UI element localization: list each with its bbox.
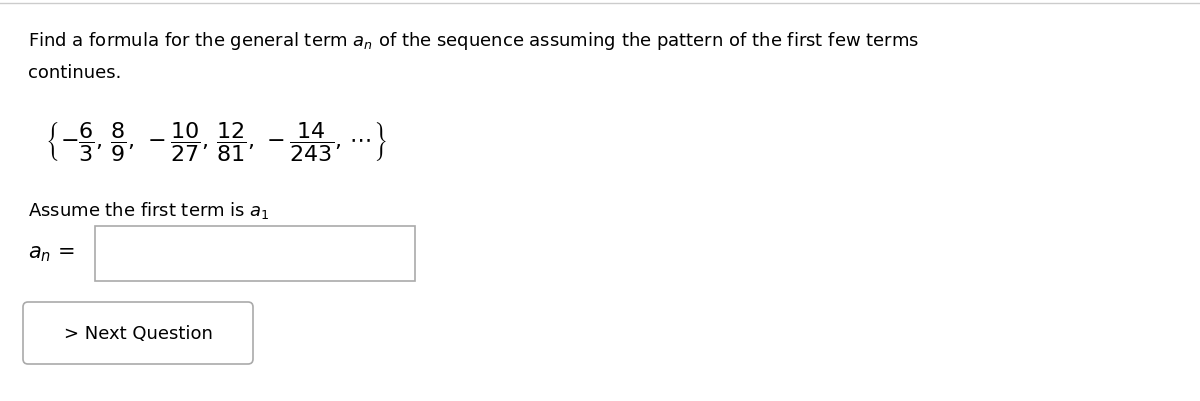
Text: $\left\{ -\dfrac{6}{3},\, \dfrac{8}{9},\, -\dfrac{10}{27},\, \dfrac{12}{81},\, -: $\left\{ -\dfrac{6}{3},\, \dfrac{8}{9},\… xyxy=(46,120,386,162)
Text: Assume the first term is $a_1$: Assume the first term is $a_1$ xyxy=(28,200,270,221)
Text: > Next Question: > Next Question xyxy=(64,324,212,342)
Text: Find a formula for the general term $a_n$ of the sequence assuming the pattern o: Find a formula for the general term $a_n… xyxy=(28,30,919,52)
Text: $a_n$ =: $a_n$ = xyxy=(28,243,74,263)
FancyBboxPatch shape xyxy=(95,227,415,281)
FancyBboxPatch shape xyxy=(23,302,253,364)
Text: continues.: continues. xyxy=(28,64,121,82)
